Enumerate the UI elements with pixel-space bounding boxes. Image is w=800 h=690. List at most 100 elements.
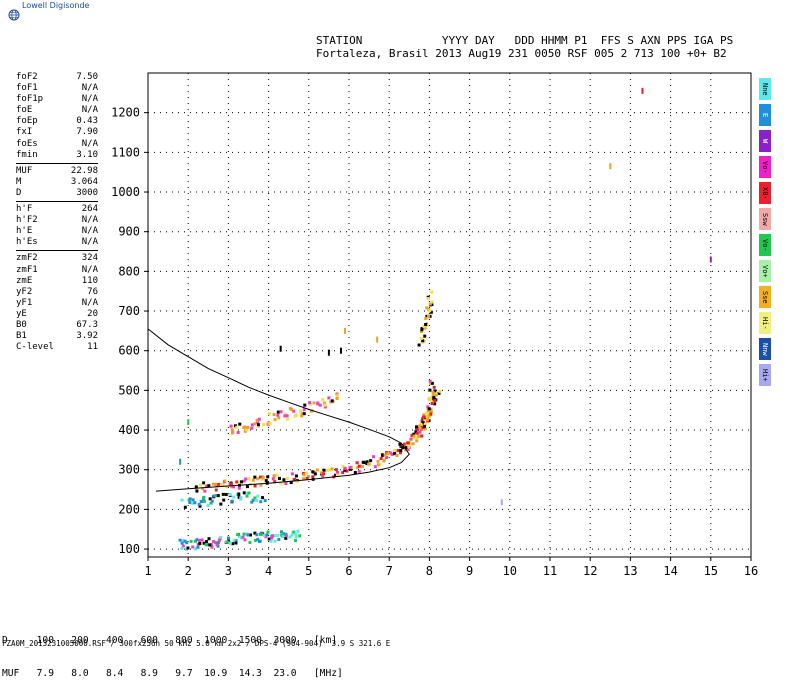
trace-point-F_multiple xyxy=(303,403,307,407)
legend-item: Sse xyxy=(759,286,771,308)
trace-point-E_region xyxy=(183,539,187,543)
trace-point-Es_spread xyxy=(208,497,212,501)
trace-point-o_F xyxy=(272,474,276,478)
trace-point-F_multiple xyxy=(330,399,334,403)
param-row: zmF2 324 xyxy=(16,253,98,264)
param-row: zmE 110 xyxy=(16,276,98,287)
param-row: foF2 7.50 xyxy=(16,72,98,83)
trace-point-F_multiple xyxy=(285,417,289,421)
trace-point-o_F xyxy=(223,479,227,483)
param-name: B0 xyxy=(16,319,27,330)
trace-point-F_multiple xyxy=(268,422,272,426)
trace-point-F_multiple xyxy=(235,425,239,429)
trace-point-Es_spread xyxy=(190,501,194,505)
trace-point-o_F xyxy=(321,474,325,478)
trace-point-upper xyxy=(417,343,421,347)
param-row: B0 67.3 xyxy=(16,320,98,331)
trace-point-o_F xyxy=(235,480,239,484)
trace-point-o_F xyxy=(372,455,376,459)
trace-point-o_F xyxy=(199,483,203,487)
trace-point-o_F xyxy=(195,489,199,493)
trace-point-Es_spread xyxy=(212,494,216,498)
trace-point-F_multiple xyxy=(323,401,327,405)
trace-point-F_multiple xyxy=(243,429,247,433)
param-name: yF2 xyxy=(16,286,33,297)
trace-point-F_multiple xyxy=(257,424,261,428)
trace-point-Es_spread xyxy=(261,496,265,500)
trace-point-o_F xyxy=(343,466,347,470)
y-tick-label: 200 xyxy=(118,502,140,516)
trace-point-upper xyxy=(421,339,425,343)
param-value: 3.10 xyxy=(76,149,98,160)
trace-point-E_region xyxy=(186,546,190,550)
trace-point-E_region xyxy=(185,541,189,545)
param-value: 76 xyxy=(87,286,98,297)
trace-point-F_multiple xyxy=(255,418,259,422)
trace-point-x_F xyxy=(437,391,441,395)
param-name: M xyxy=(16,176,22,187)
trace-point-o_F xyxy=(194,485,198,489)
trace-point-o_F xyxy=(395,454,399,458)
trace-point-E_region xyxy=(232,538,236,542)
x-tick-label: 2 xyxy=(185,564,192,578)
scatter-point xyxy=(500,499,503,506)
trace-point-o_F xyxy=(385,456,389,460)
trace-point-F_multiple xyxy=(285,414,289,418)
trace-point-E_region xyxy=(212,540,216,544)
trace-point-E_region xyxy=(217,538,221,542)
x-tick-label: 1 xyxy=(144,564,151,578)
param-row: foE N/A xyxy=(16,105,98,116)
trace-point-F_multiple xyxy=(312,401,316,405)
y-tick-label: 1100 xyxy=(111,145,140,159)
param-value: 20 xyxy=(87,308,98,319)
trace-point-F_multiple xyxy=(256,420,260,424)
param-name: foF1 xyxy=(16,83,38,94)
trace-point-E_region xyxy=(181,539,185,543)
param-name: foEs xyxy=(16,138,38,149)
x-tick-label: 6 xyxy=(345,564,352,578)
trace-point-E_region xyxy=(280,530,284,534)
param-row: yE 20 xyxy=(16,309,98,320)
param-row: D 3000 xyxy=(16,188,98,199)
trace-point-Es_spread xyxy=(219,502,223,506)
trace-point-E_region xyxy=(196,545,200,549)
trace-point-E_region xyxy=(234,539,238,543)
trace-point-E_region xyxy=(198,538,202,542)
trace-point-o_F xyxy=(423,427,427,431)
trace-point-F_multiple xyxy=(323,403,327,407)
trace-point-o_F xyxy=(202,481,206,485)
scatter-point xyxy=(641,87,644,94)
trace-point-E_region xyxy=(273,539,277,543)
trace-point-o_F xyxy=(330,467,334,471)
trace-point-E_region xyxy=(277,537,281,541)
trace-point-o_F xyxy=(420,434,424,438)
trace-point-x_F xyxy=(423,422,427,426)
x-tick-label: 8 xyxy=(426,564,433,578)
trace-point-o_F xyxy=(412,436,416,440)
param-name: MUF xyxy=(16,165,33,176)
trace-point-E_region xyxy=(237,534,241,538)
trace-point-E_region xyxy=(293,539,297,543)
trace-point-o_F xyxy=(205,484,209,488)
trace-point-o_F xyxy=(277,476,281,480)
trace-point-F_multiple xyxy=(279,410,283,414)
trace-point-o_F xyxy=(369,459,373,463)
trace-point-x_F xyxy=(415,425,419,429)
param-value: N/A xyxy=(81,215,98,226)
trace-point-o_F xyxy=(426,405,430,409)
param-value: 3000 xyxy=(76,187,98,198)
trace-point-o_F xyxy=(320,471,324,475)
legend-item: Hi- xyxy=(759,312,771,334)
trace-point-o_F xyxy=(417,426,421,430)
trace-point-E_region xyxy=(296,529,300,533)
trace-point-upper xyxy=(430,303,434,307)
y-tick-label: 600 xyxy=(118,344,140,358)
trace-point-x_F xyxy=(426,418,430,422)
trace-point-Es_spread xyxy=(206,503,210,507)
trace-point-o_F xyxy=(361,465,365,469)
trace-point-Es_spread xyxy=(228,493,232,497)
trace-point-F_multiple xyxy=(276,410,280,414)
header-labels: STATION YYYY DAY DDD HHMM P1 FFS S AXN P… xyxy=(316,34,734,47)
trace-point-x_F xyxy=(425,415,429,419)
trace-point-upper xyxy=(428,302,432,306)
